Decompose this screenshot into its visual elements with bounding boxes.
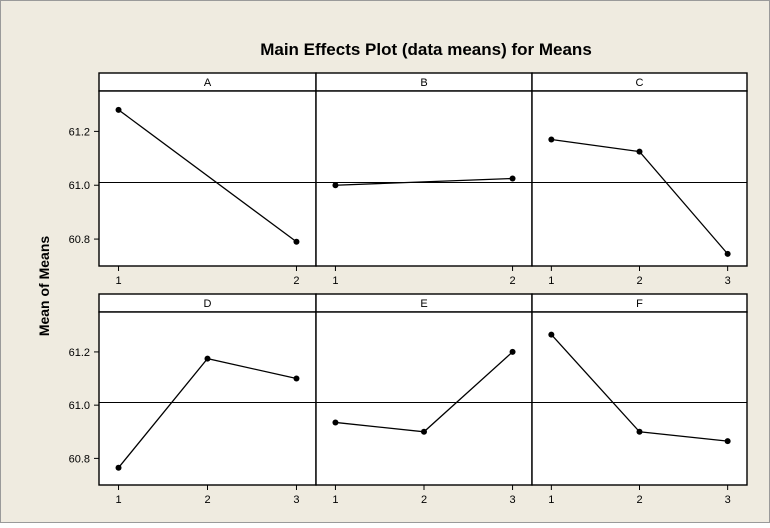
y-tick-label-row1-61.0: 61.0	[69, 180, 90, 192]
data-point-e-3	[509, 348, 516, 355]
panel-plot-area-c	[531, 90, 748, 267]
data-point-d-3	[293, 375, 300, 382]
panel-plot-area-a	[98, 90, 317, 267]
x-tick-label-c-3: 3	[725, 275, 731, 287]
data-point-f-2	[636, 428, 643, 435]
panel-strip-label-d: D	[204, 298, 212, 310]
x-tick-label-a-1: 1	[115, 275, 121, 287]
data-point-a-1	[115, 106, 122, 113]
x-tick-label-b-2: 2	[509, 275, 515, 287]
x-tick-label-d-1: 1	[115, 494, 121, 506]
data-point-a-2	[293, 238, 300, 245]
y-tick-label-row2-61.0: 61.0	[69, 400, 90, 412]
x-tick-label-f-2: 2	[636, 494, 642, 506]
x-tick-label-c-1: 1	[548, 275, 554, 287]
x-tick-label-c-2: 2	[636, 275, 642, 287]
data-point-e-1	[332, 419, 339, 426]
data-point-b-1	[332, 182, 339, 189]
series-line-a	[118, 109, 297, 243]
data-point-d-2	[204, 355, 211, 362]
x-tick-label-f-3: 3	[725, 494, 731, 506]
data-point-c-3	[724, 250, 731, 257]
data-point-d-1	[115, 464, 122, 471]
panel-plot-area-f	[531, 311, 748, 486]
y-axis-label: Mean of Means	[36, 236, 52, 337]
panels-group: A 1 2 60.8 61.0 61.2 B 1 2 C 1 2 3 D 1 2 3 60.8 61.0 61.2 E 1…	[69, 72, 748, 506]
panel-strip-label-f: F	[636, 298, 643, 310]
y-tick-label-row2-61.2: 61.2	[69, 347, 90, 359]
data-point-c-2	[636, 148, 643, 155]
x-tick-label-d-2: 2	[204, 494, 210, 506]
data-point-f-3	[724, 438, 731, 445]
panel-plot-area-e	[315, 311, 533, 486]
panel-strip-label-a: A	[204, 77, 212, 89]
chart-title: Main Effects Plot (data means) for Means	[260, 40, 592, 59]
x-tick-label-e-1: 1	[332, 494, 338, 506]
y-tick-label-row2-60.8: 60.8	[69, 453, 90, 465]
y-tick-label-row1-60.8: 60.8	[69, 234, 90, 246]
data-point-e-2	[421, 428, 427, 435]
series-line-b	[335, 177, 513, 186]
x-tick-label-e-2: 2	[421, 494, 427, 506]
data-point-f-1	[548, 331, 555, 338]
data-point-b-2	[509, 175, 516, 182]
x-tick-label-b-1: 1	[332, 275, 338, 287]
panel-strip-label-c: C	[636, 77, 644, 89]
panel-strip-label-b: B	[420, 77, 427, 89]
x-tick-label-a-2: 2	[293, 275, 299, 287]
x-tick-label-f-1: 1	[548, 494, 554, 506]
data-point-c-1	[548, 136, 555, 143]
x-tick-label-e-3: 3	[509, 494, 515, 506]
panel-plot-area-d	[98, 311, 317, 486]
x-tick-label-d-3: 3	[293, 494, 299, 506]
y-tick-label-row1-61.2: 61.2	[69, 126, 90, 138]
panel-strip-label-e: E	[420, 298, 427, 310]
